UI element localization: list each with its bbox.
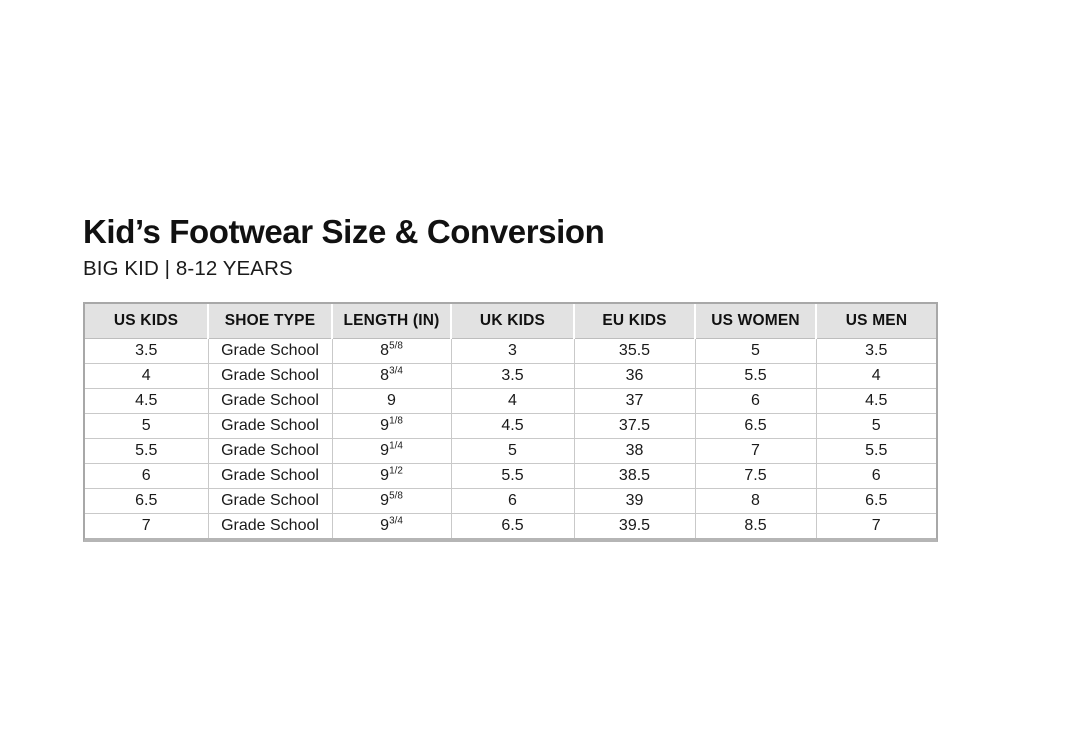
cell-length-in: 91/8 [332,412,452,439]
cell-length-in: 85/8 [332,337,452,364]
cell-length-in: 93/4 [332,512,452,538]
length-fraction: 1/4 [389,440,403,452]
cell-shoe-type: Grade School [208,512,333,538]
cell-eu-kids: 35.5 [574,337,696,364]
cell-us-men: 3.5 [816,337,936,364]
length-fraction: 5/8 [389,490,403,502]
cell-us-women: 7 [695,437,817,464]
cell-length-in: 83/4 [332,362,452,389]
cell-eu-kids: 36 [574,362,696,389]
cell-us-women: 6.5 [695,412,817,439]
length-whole-number: 9 [380,466,390,484]
cell-length-in: 91/2 [332,462,452,489]
cell-uk-kids: 5.5 [451,462,575,489]
table-row: 4.5 Grade School 9 4 37 6 4.5 [85,387,936,414]
cell-us-women: 5.5 [695,362,817,389]
cell-us-women: 8 [695,487,817,514]
cell-us-women: 5 [695,337,817,364]
cell-shoe-type: Grade School [208,337,333,364]
page-title: Kid’s Footwear Size & Conversion [83,213,605,250]
length-whole-number: 9 [380,416,390,434]
cell-us-women: 8.5 [695,512,817,538]
column-header-eu-kids: EU KIDS [574,303,696,339]
cell-us-kids: 6 [85,462,209,489]
table-row: 4 Grade School 83/4 3.5 36 5.5 4 [85,362,936,389]
cell-uk-kids: 4.5 [451,412,575,439]
column-header-us-women: US WOMEN [695,303,817,339]
cell-us-kids: 3.5 [85,337,209,364]
cell-shoe-type: Grade School [208,362,333,389]
cell-us-kids: 5.5 [85,437,209,464]
cell-us-men: 4 [816,362,936,389]
cell-us-men: 4.5 [816,387,936,414]
cell-us-men: 5 [816,412,936,439]
cell-shoe-type: Grade School [208,462,333,489]
column-header-uk-kids: UK KIDS [451,303,575,339]
table-row: 5 Grade School 91/8 4.5 37.5 6.5 5 [85,412,936,439]
length-whole-number: 9 [380,441,390,459]
length-whole-number: 8 [380,366,390,384]
cell-us-kids: 4 [85,362,209,389]
cell-us-kids: 6.5 [85,487,209,514]
length-fraction: 3/4 [389,515,403,527]
cell-uk-kids: 5 [451,437,575,464]
cell-eu-kids: 39 [574,487,696,514]
table-row: 5.5 Grade School 91/4 5 38 7 5.5 [85,437,936,464]
cell-shoe-type: Grade School [208,412,333,439]
size-conversion-table: US KIDS SHOE TYPE LENGTH (IN) UK KIDS EU… [85,303,936,538]
size-table-container: US KIDS SHOE TYPE LENGTH (IN) UK KIDS EU… [83,301,938,542]
table-row: 3.5 Grade School 85/8 3 35.5 5 3.5 [85,337,936,364]
cell-shoe-type: Grade School [208,487,333,514]
cell-shoe-type: Grade School [208,437,333,464]
cell-eu-kids: 37.5 [574,412,696,439]
column-header-us-kids: US KIDS [85,303,209,339]
cell-us-men: 5.5 [816,437,936,464]
cell-us-kids: 7 [85,512,209,538]
column-header-us-men: US MEN [816,303,936,339]
table-header: US KIDS SHOE TYPE LENGTH (IN) UK KIDS EU… [85,303,936,339]
length-whole-number: 8 [380,341,390,359]
cell-eu-kids: 39.5 [574,512,696,538]
length-fraction: 1/2 [389,465,403,477]
page-subtitle: BIG KID | 8-12 YEARS [83,256,293,280]
cell-us-kids: 4.5 [85,387,209,414]
length-fraction: 5/8 [389,340,403,352]
column-header-shoe-type: SHOE TYPE [208,303,333,339]
cell-us-men: 6.5 [816,487,936,514]
table-row: 6.5 Grade School 95/8 6 39 8 6.5 [85,487,936,514]
cell-uk-kids: 3.5 [451,362,575,389]
cell-length-in: 9 [332,387,452,414]
table-row: 6 Grade School 91/2 5.5 38.5 7.5 6 [85,462,936,489]
cell-uk-kids: 4 [451,387,575,414]
cell-uk-kids: 6 [451,487,575,514]
cell-length-in: 95/8 [332,487,452,514]
cell-us-women: 7.5 [695,462,817,489]
table-body: 3.5 Grade School 85/8 3 35.5 5 3.5 4 Grade Schoo… [85,337,936,538]
size-chart-content: Kid’s Footwear Size & Conversion BIG KID… [83,213,939,542]
cell-eu-kids: 37 [574,387,696,414]
cell-shoe-type: Grade School [208,387,333,414]
length-fraction: 3/4 [389,365,403,377]
cell-us-women: 6 [695,387,817,414]
cell-us-men: 7 [816,512,936,538]
cell-eu-kids: 38 [574,437,696,464]
cell-us-kids: 5 [85,412,209,439]
cell-length-in: 91/4 [332,437,452,464]
length-whole-number: 9 [380,491,390,509]
table-header-row: US KIDS SHOE TYPE LENGTH (IN) UK KIDS EU… [85,303,936,339]
table-row: 7 Grade School 93/4 6.5 39.5 8.5 7 [85,512,936,538]
cell-uk-kids: 3 [451,337,575,364]
cell-eu-kids: 38.5 [574,462,696,489]
length-whole-number: 9 [380,516,390,534]
cell-us-men: 6 [816,462,936,489]
column-header-length-in: LENGTH (IN) [332,303,452,339]
cell-uk-kids: 6.5 [451,512,575,538]
length-fraction: 1/8 [389,415,403,427]
length-whole-number: 9 [387,391,396,409]
